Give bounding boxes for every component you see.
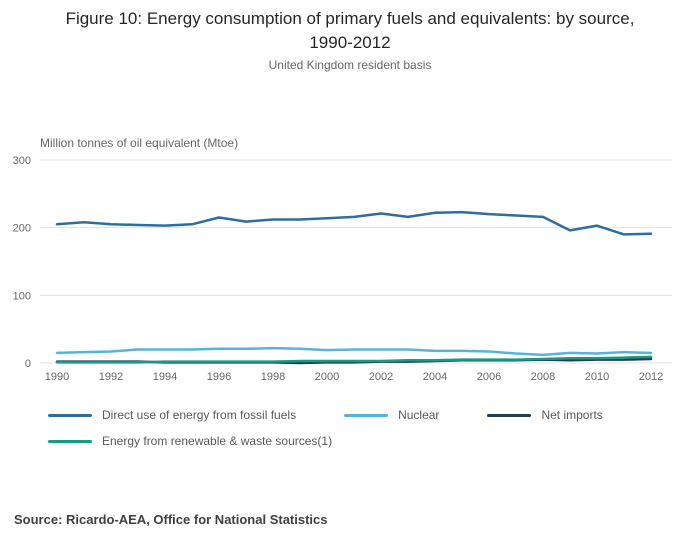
- series-line-renewables: [55, 355, 653, 364]
- legend-label-nuclear: Nuclear: [398, 408, 440, 422]
- legend-swatch-fossil-icon: [48, 413, 92, 417]
- x-axis-tick-label: 1990: [45, 371, 69, 383]
- x-axis-tick-label: 1998: [261, 371, 285, 383]
- chart-title-line2: 1990-2012: [309, 33, 391, 52]
- x-axis-tick-label: 2002: [369, 371, 393, 383]
- y-axis-tick-label: 0: [25, 358, 31, 370]
- chart-legend: Direct use of energy from fossil fuels N…: [48, 408, 668, 460]
- x-axis-tick-label: 1994: [153, 371, 177, 383]
- legend-swatch-nuclear-icon: [344, 413, 389, 417]
- legend-row-2: Energy from renewable & waste sources(1): [48, 434, 668, 448]
- line-chart-plot-area: 300 200 100 0 1990 1992 1994 1996 1998 2000 2002 20…: [13, 155, 672, 383]
- legend-label-renewables: Energy from renewable & waste sources(1): [102, 434, 333, 448]
- series-line-fossil: [55, 210, 653, 236]
- y-axis-tick-label: 300: [13, 155, 31, 167]
- chart-subtitle: United Kingdom resident basis: [268, 58, 432, 72]
- x-axis-tick-label: 1996: [207, 371, 231, 383]
- series-line-nuclear: [55, 346, 653, 357]
- x-axis-tick-label: 2008: [531, 371, 555, 383]
- y-axis-tick-label: 100: [13, 290, 31, 302]
- x-axis-tick-label: 1992: [99, 371, 123, 383]
- legend-row-1: Direct use of energy from fossil fuels N…: [48, 408, 668, 422]
- source-attribution: Source: Ricardo-AEA, Office for National…: [14, 512, 328, 527]
- x-axis-tick-label: 2010: [585, 371, 609, 383]
- x-axis-tick-label: 2012: [639, 371, 663, 383]
- legend-swatch-net-imports-icon: [487, 413, 532, 417]
- legend-item-fossil[interactable]: Direct use of energy from fossil fuels: [48, 408, 296, 422]
- legend-label-net-imports: Net imports: [541, 408, 603, 422]
- legend-item-net-imports[interactable]: Net imports: [487, 408, 603, 422]
- x-axis-tick-label: 2006: [477, 371, 501, 383]
- chart-title-line1: Figure 10: Energy consumption of primary…: [65, 9, 635, 28]
- chart-title: Figure 10: Energy consumption of primary…: [0, 7, 700, 55]
- legend-item-renewables[interactable]: Energy from renewable & waste sources(1): [48, 434, 332, 448]
- legend-label-fossil: Direct use of energy from fossil fuels: [102, 408, 297, 422]
- x-axis-tick-label: 2004: [423, 371, 447, 383]
- legend-item-nuclear[interactable]: Nuclear: [344, 408, 439, 422]
- y-axis-tick-label: 200: [13, 223, 31, 235]
- legend-swatch-renewables-icon: [48, 439, 92, 443]
- y-axis-unit-label: Million tonnes of oil equivalent (Mtoe): [40, 136, 239, 150]
- x-axis-tick-label: 2000: [315, 371, 339, 383]
